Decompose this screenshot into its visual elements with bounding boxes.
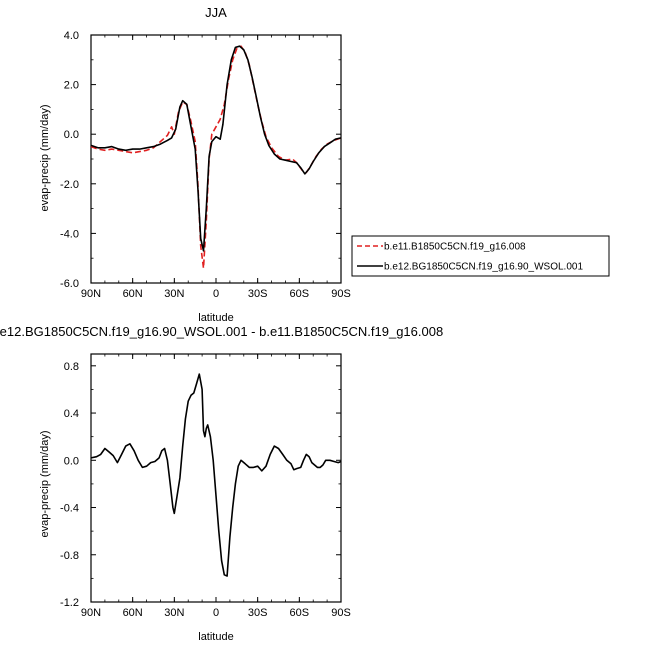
bottom-y-tick-label: 0.0: [64, 455, 79, 467]
top-series-line-2: [90, 45, 342, 252]
bottom-x-tick-label: 90S: [331, 607, 351, 619]
legend-label-series-2: b.e12.BG1850C5CN.f19_g16.90_WSOL.001: [384, 262, 583, 273]
bottom-y-tick-label: -1.2: [60, 597, 79, 609]
legend: b.e11.B1850C5CN.f19_g16.008 b.e12.BG1850…: [351, 235, 610, 277]
bottom-x-tick-label: 30N: [164, 607, 184, 619]
top-x-tick-label: 90S: [331, 288, 351, 300]
top-series-line-1: [90, 45, 342, 269]
top-x-tick-label: 0: [213, 288, 219, 300]
bottom-y-tick-label: -0.4: [60, 503, 79, 515]
top-chart-title: JJA: [205, 5, 227, 20]
bottom-x-tick-label: 60N: [123, 607, 143, 619]
top-y-axis-label: evap-precip (mm/day): [39, 105, 51, 212]
top-x-axis-label: latitude: [198, 312, 233, 324]
top-x-tick-label: 60S: [290, 288, 310, 300]
top-x-tick-label: 60N: [123, 288, 143, 300]
bottom-x-tick-label: 30S: [248, 607, 268, 619]
top-panel: JJA evap-precip (mm/day) latitude 90N 60N…: [39, 5, 351, 324]
bottom-plot-frame: [90, 353, 342, 603]
legend-label-series-1: b.e11.B1850C5CN.f19_g16.008: [384, 242, 526, 253]
bottom-x-axis-label: latitude: [198, 631, 233, 643]
bottom-y-tick-label: 0.8: [64, 361, 79, 373]
bottom-y-axis-label: evap-precip (mm/day): [39, 431, 51, 538]
legend-box: [351, 235, 610, 277]
top-y-tick-label: 0.0: [64, 129, 79, 141]
top-y-tick-label: -2.0: [60, 179, 79, 191]
top-plot-frame: [90, 34, 342, 284]
bottom-panel: b.e12.BG1850C5CN.f19_g16.90_WSOL.001 - b…: [0, 324, 443, 643]
bottom-x-tick-label: 60S: [290, 607, 310, 619]
bottom-series-line-1: [90, 373, 342, 577]
bottom-y-tick-label: -0.8: [60, 550, 79, 562]
top-y-tick-label: -4.0: [60, 228, 79, 240]
bottom-x-tick-label: 90N: [81, 607, 101, 619]
bottom-chart-title: b.e12.BG1850C5CN.f19_g16.90_WSOL.001 - b…: [0, 324, 443, 339]
top-x-tick-label: 90N: [81, 288, 101, 300]
top-y-tick-label: 2.0: [64, 80, 79, 92]
top-x-tick-label: 30N: [164, 288, 184, 300]
bottom-y-tick-label: 0.4: [64, 408, 79, 420]
top-x-tick-label: 30S: [248, 288, 268, 300]
top-y-tick-label: -6.0: [60, 278, 79, 290]
bottom-x-tick-label: 0: [213, 607, 219, 619]
top-y-tick-label: 4.0: [64, 30, 79, 42]
